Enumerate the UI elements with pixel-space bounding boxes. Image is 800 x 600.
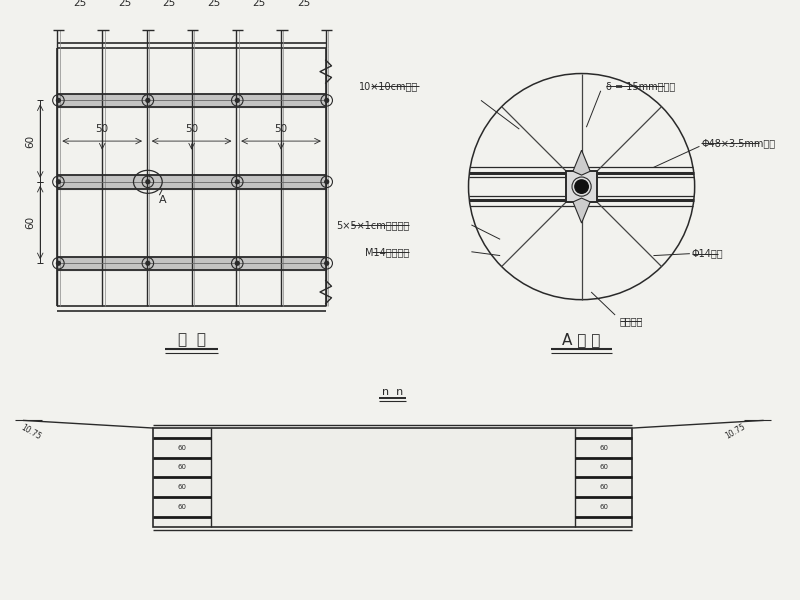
Text: 60: 60 (26, 216, 35, 229)
Text: 60: 60 (26, 134, 35, 148)
Text: 60: 60 (178, 484, 186, 490)
Polygon shape (573, 198, 590, 223)
Circle shape (57, 262, 60, 265)
Text: 25: 25 (297, 0, 310, 8)
Text: 60: 60 (178, 504, 186, 510)
Text: 25: 25 (162, 0, 176, 8)
Text: 10.75: 10.75 (19, 422, 42, 441)
Text: n  n: n n (382, 386, 403, 397)
Circle shape (146, 98, 150, 102)
Text: 蝶蝶卡扣: 蝶蝶卡扣 (620, 316, 643, 326)
Text: Φ48×3.5mm锂管: Φ48×3.5mm锂管 (702, 139, 775, 148)
Text: 60: 60 (178, 445, 186, 451)
Text: Φ14拉杆: Φ14拉杆 (692, 248, 723, 259)
Bar (154, 428, 632, 527)
Circle shape (57, 98, 60, 102)
Text: 25: 25 (73, 0, 86, 8)
Bar (566, 171, 597, 202)
Text: 10.75: 10.75 (723, 422, 746, 441)
Text: 60: 60 (599, 445, 608, 451)
Text: 50: 50 (185, 124, 198, 134)
Text: M14配套螺母: M14配套螺母 (365, 247, 409, 257)
Circle shape (325, 262, 329, 265)
Text: 50: 50 (274, 124, 287, 134)
Text: 25: 25 (118, 0, 131, 8)
Circle shape (235, 180, 239, 184)
Circle shape (235, 262, 239, 265)
Text: 60: 60 (599, 484, 608, 490)
Circle shape (235, 98, 239, 102)
Text: 60: 60 (178, 464, 186, 470)
Text: 10×10cm方木: 10×10cm方木 (359, 81, 418, 91)
Text: 60: 60 (599, 464, 608, 470)
Text: 25: 25 (207, 0, 221, 8)
Polygon shape (573, 150, 590, 175)
Circle shape (146, 262, 150, 265)
Circle shape (325, 98, 329, 102)
Circle shape (57, 180, 60, 184)
Circle shape (325, 180, 329, 184)
Text: 5×5×1cm锂板垫片: 5×5×1cm锂板垫片 (336, 220, 409, 230)
Text: A: A (159, 195, 167, 205)
Circle shape (575, 180, 588, 193)
Text: δ = 15mm木胶板: δ = 15mm木胶板 (606, 81, 674, 91)
Text: 25: 25 (252, 0, 266, 8)
Text: A 大 样: A 大 样 (562, 332, 601, 347)
Text: 60: 60 (599, 504, 608, 510)
Text: 正  面: 正 面 (178, 332, 206, 347)
Text: 50: 50 (96, 124, 109, 134)
Circle shape (146, 180, 150, 184)
